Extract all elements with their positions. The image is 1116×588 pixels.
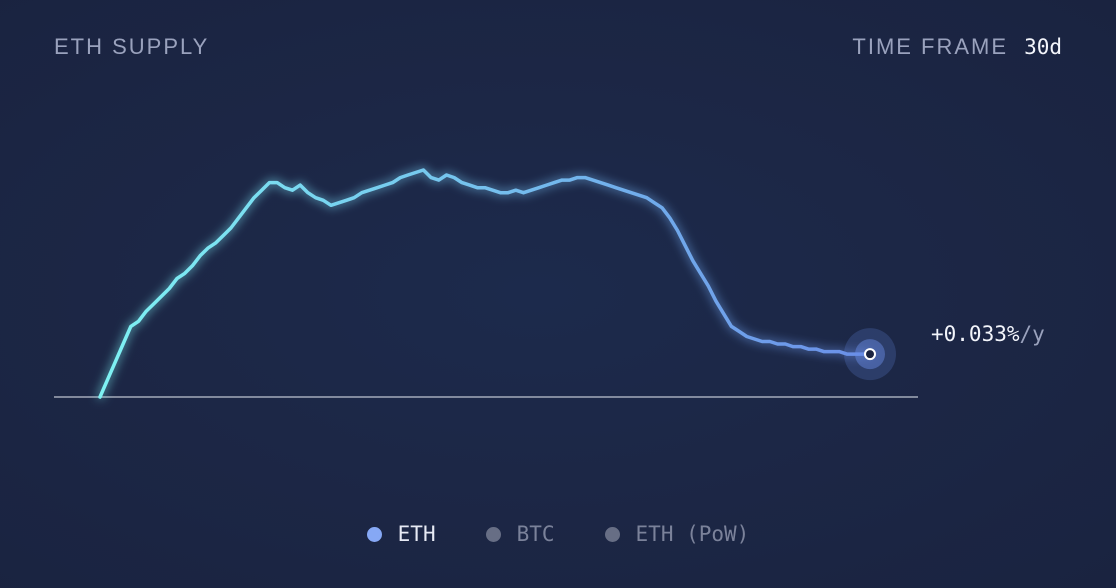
timeframe-label: TIME FRAME [852,34,1009,59]
rate-unit: /y [1019,322,1045,346]
legend-label: ETH (PoW) [635,522,750,546]
legend-dot-icon [485,526,501,542]
supply-rate: +0.033%/y [931,322,1045,346]
chart-title: ETH SUPPLY [54,34,210,59]
legend-dot-icon [366,526,382,542]
end-marker-dot [864,348,876,361]
rate-value: +0.033% [931,322,1020,346]
eth-supply-line [98,168,872,399]
chart-legend: ETH BTC ETH (PoW) [0,522,1116,546]
legend-label: BTC [516,522,555,546]
legend-item-btc[interactable]: BTC [485,522,555,546]
legend-item-eth[interactable]: ETH [366,522,436,546]
timeframe-selector[interactable]: TIME FRAME 30d [852,34,1062,60]
legend-item-eth-pow[interactable]: ETH (PoW) [604,522,750,546]
legend-dot-icon [604,526,620,542]
legend-label: ETH [397,522,436,546]
timeframe-value[interactable]: 30d [1024,35,1062,59]
